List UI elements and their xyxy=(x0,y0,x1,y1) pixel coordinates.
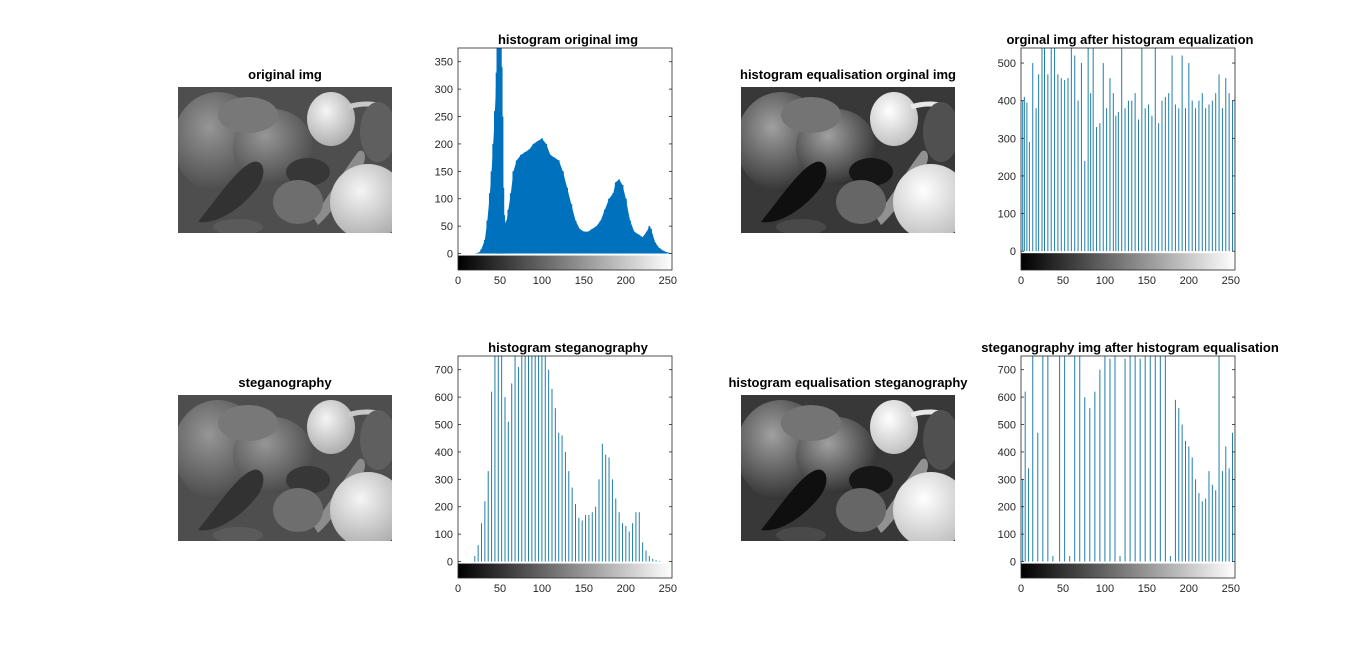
y-tick-label: 350 xyxy=(435,57,453,69)
x-tick-label: 100 xyxy=(1096,583,1114,595)
y-tick-label: 0 xyxy=(447,557,453,569)
image-title-equalised-steganography: histogram equalisation steganography xyxy=(728,375,968,390)
x-tick-label: 0 xyxy=(455,583,461,595)
y-tick-label: 200 xyxy=(435,502,453,514)
axes-box xyxy=(457,355,673,579)
y-tick-label: 100 xyxy=(998,209,1016,221)
y-tick-label: 100 xyxy=(998,529,1016,541)
y-tick-label: 200 xyxy=(998,502,1016,514)
y-tick-label: 250 xyxy=(435,112,453,124)
y-tick-label: 0 xyxy=(447,249,453,261)
histogram-chart-3: 0 100 200 300 400 500 600 700 0 50 100 150 200 250 xyxy=(998,355,1240,595)
y-tick-label: 200 xyxy=(998,171,1016,183)
x-tick-label: 250 xyxy=(1222,583,1240,595)
axes-box xyxy=(457,47,673,271)
y-tick-label: 400 xyxy=(998,96,1016,108)
axes-box xyxy=(1020,47,1236,271)
x-tick-label: 150 xyxy=(575,275,593,287)
x-tick-label: 0 xyxy=(455,275,461,287)
image-title-original: original img xyxy=(248,67,322,82)
x-tick-label: 200 xyxy=(1180,583,1198,595)
x-tick-label: 150 xyxy=(1138,583,1156,595)
histogram-chart-2: 0 100 200 300 400 500 600 700 0 50 100 150 200 250 xyxy=(435,355,677,595)
y-tick-label: 600 xyxy=(435,392,453,404)
x-tick-label: 100 xyxy=(533,275,551,287)
grayscale-colorbar xyxy=(1021,253,1235,270)
x-tick-label: 50 xyxy=(1057,275,1069,287)
x-tick-label: 150 xyxy=(575,583,593,595)
y-tick-label: 300 xyxy=(435,474,453,486)
y-tick-label: 700 xyxy=(435,365,453,377)
x-tick-label: 250 xyxy=(1222,275,1240,287)
y-tick-label: 150 xyxy=(435,166,453,178)
y-tick-label: 300 xyxy=(998,133,1016,145)
x-tick-label: 100 xyxy=(1096,275,1114,287)
x-tick-label: 50 xyxy=(494,583,506,595)
y-tick-label: 400 xyxy=(435,447,453,459)
y-tick-label: 300 xyxy=(998,474,1016,486)
x-tick-label: 200 xyxy=(617,583,635,595)
x-tick-label: 0 xyxy=(1018,275,1024,287)
y-tick-label: 200 xyxy=(435,139,453,151)
x-tick-label: 0 xyxy=(1018,583,1024,595)
image-steganography-peppers xyxy=(178,395,392,541)
x-tick-label: 250 xyxy=(659,583,677,595)
histogram-area xyxy=(474,48,672,254)
histogram-chart-0: 0 50 100 150 200 250 300 350 0 50 100 150 200 250 xyxy=(435,47,677,287)
x-tick-label: 200 xyxy=(617,275,635,287)
grayscale-colorbar xyxy=(458,255,672,270)
y-tick-label: 0 xyxy=(1010,557,1016,569)
y-tick-label: 500 xyxy=(998,420,1016,432)
chart-title-equalized-original: orginal img after histogram equalization xyxy=(1006,32,1254,47)
image-equalised-original-peppers xyxy=(741,87,955,233)
histogram-chart-1: 0 100 200 300 400 500 0 50 100 150 200 250 xyxy=(998,47,1240,287)
x-tick-label: 200 xyxy=(1180,275,1198,287)
y-tick-label: 500 xyxy=(435,420,453,432)
y-tick-label: 100 xyxy=(435,194,453,206)
y-tick-label: 50 xyxy=(441,221,453,233)
y-tick-label: 0 xyxy=(1010,246,1016,258)
image-title-equalised-original: histogram equalisation orginal img xyxy=(740,67,956,82)
y-tick-label: 600 xyxy=(998,392,1016,404)
x-tick-label: 100 xyxy=(533,583,551,595)
chart-title-equalised-steganography: steganography img after histogram equali… xyxy=(981,340,1279,355)
y-tick-label: 100 xyxy=(435,529,453,541)
axes-box xyxy=(1020,355,1236,579)
image-equalised-steganography-peppers xyxy=(741,395,955,541)
grayscale-colorbar xyxy=(458,563,672,578)
y-tick-label: 500 xyxy=(998,58,1016,70)
x-tick-label: 250 xyxy=(659,275,677,287)
y-tick-label: 300 xyxy=(435,84,453,96)
x-tick-label: 50 xyxy=(494,275,506,287)
y-tick-label: 400 xyxy=(998,447,1016,459)
chart-title-histogram-steganography: histogram steganography xyxy=(488,340,648,355)
image-original-peppers xyxy=(178,87,392,233)
chart-title-histogram-original: histogram original img xyxy=(497,32,639,47)
grayscale-colorbar xyxy=(1021,563,1235,578)
image-title-steganography: steganography xyxy=(238,375,332,390)
x-tick-label: 150 xyxy=(1138,275,1156,287)
x-tick-label: 50 xyxy=(1057,583,1069,595)
y-tick-label: 700 xyxy=(998,365,1016,377)
